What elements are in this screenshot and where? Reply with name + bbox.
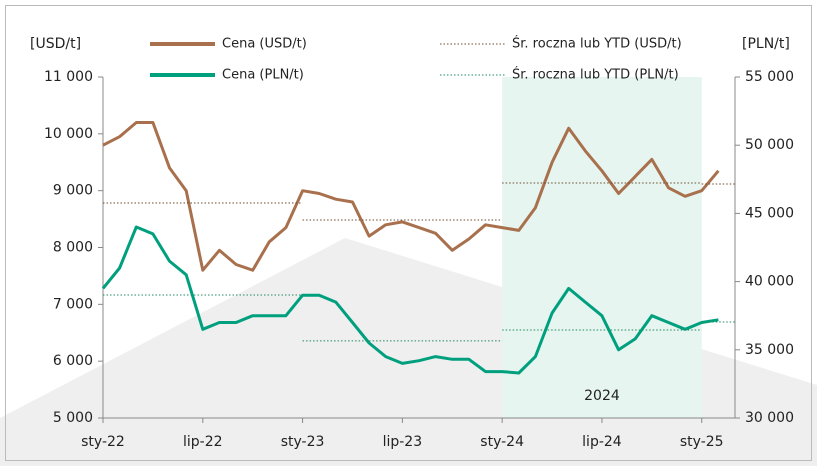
- price-line: [102, 121, 720, 272]
- legend-label: Cena (PLN/t): [222, 68, 304, 83]
- y-axis-label: [USD/t]: [30, 36, 81, 52]
- y-tick-label: 6 000: [53, 353, 93, 369]
- y2-tick-label: 45 000: [745, 205, 794, 221]
- x-tick-label: lip-22: [183, 434, 223, 450]
- y2-tick-label: 35 000: [745, 342, 794, 358]
- x-tick-label: sty-22: [81, 434, 125, 450]
- y-tick-label: 11 000: [44, 69, 93, 85]
- frame: [5, 5, 812, 461]
- y-tick-label: 5 000: [53, 410, 93, 426]
- y2-axis-label: [PLN/t]: [742, 36, 790, 52]
- highlight-layer: [502, 77, 702, 418]
- y2-tick-label: 50 000: [745, 137, 794, 153]
- price-line: [101, 225, 719, 375]
- y-tick-label: 7 000: [53, 296, 93, 312]
- legend-label: Śr. roczna lub YTD (USD/t): [512, 36, 682, 52]
- x-tick-label: sty-24: [480, 434, 524, 450]
- y2-tick-label: 55 000: [745, 69, 794, 85]
- highlight-band: [502, 77, 702, 418]
- y2-tick-label: 40 000: [745, 274, 794, 290]
- y-tick-label: 8 000: [53, 240, 93, 256]
- x-tick-label: lip-24: [582, 434, 622, 450]
- y2-tick-label: 30 000: [745, 410, 794, 426]
- legend-label: Śr. roczna lub YTD (PLN/t): [512, 67, 679, 83]
- legend-label: Cena (USD/t): [222, 37, 307, 52]
- highlight-label: 2024: [584, 388, 620, 404]
- x-tick-label: sty-25: [680, 434, 724, 450]
- x-tick-label: lip-23: [383, 434, 423, 450]
- y-tick-label: 9 000: [53, 183, 93, 199]
- x-tick-label: sty-23: [281, 434, 325, 450]
- y-tick-label: 10 000: [44, 126, 93, 142]
